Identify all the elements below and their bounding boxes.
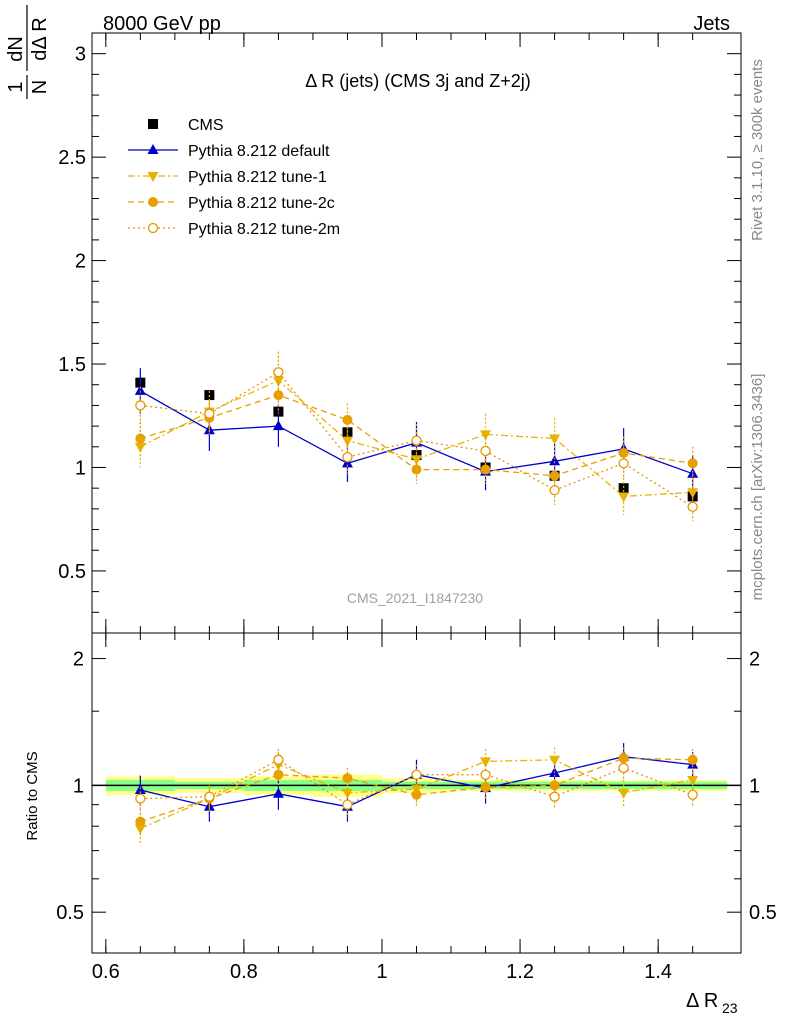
legend-label: Pythia 8.212 tune-2c	[188, 195, 335, 212]
ylabel-one: 1	[5, 81, 27, 92]
main-point	[273, 367, 284, 378]
ratio-point	[135, 793, 146, 804]
main-point	[411, 435, 422, 446]
ratio-ylabel: Ratio to CMS	[24, 751, 41, 840]
main-ytick-label: 2.5	[58, 147, 86, 169]
ratio-point	[618, 762, 629, 774]
ratio-xtick-label: 1.2	[506, 961, 534, 983]
chart-title: Δ R (jets) (CMS 3j and Z+2j)	[305, 71, 531, 91]
ratio-series-2	[135, 747, 698, 836]
ratio-point	[342, 799, 353, 810]
main-point	[687, 458, 698, 469]
main-point	[411, 464, 422, 475]
main-ytick-label: 3	[75, 44, 86, 66]
ratio-point	[549, 791, 560, 802]
ratio-point	[687, 789, 698, 800]
main-point	[342, 414, 353, 425]
ratio-point	[204, 791, 215, 802]
main-point	[687, 501, 698, 512]
main-point	[549, 485, 560, 496]
ratio-ytick-label: 2	[73, 649, 84, 671]
ratio-xtick-label: 0.6	[92, 961, 120, 983]
main-point	[549, 434, 561, 445]
ratio-series-line-2	[140, 757, 693, 823]
ylabel-dn: dN	[5, 36, 27, 62]
legend-item: Pythia 8.212 tune-2m	[128, 221, 340, 238]
ratio-point	[411, 789, 422, 800]
ratio-xtick-label: 0.8	[230, 961, 258, 983]
ratio-point	[272, 787, 284, 798]
main-point	[342, 451, 353, 463]
main-point	[618, 448, 629, 458]
main-point	[549, 455, 561, 466]
main-point	[618, 458, 629, 469]
legend-item: Pythia 8.212 tune-2c	[128, 195, 335, 212]
legend-label: Pythia 8.212 tune-2m	[188, 221, 340, 238]
ratio-point	[273, 754, 284, 765]
ratio-xtick-label: 1	[376, 961, 387, 983]
ratio-point	[411, 769, 422, 780]
main-point	[618, 483, 629, 494]
ratio-point	[342, 773, 353, 784]
ratio-point	[549, 755, 561, 766]
ratio-point	[480, 757, 492, 768]
ratio-ytick-label: 0.5	[56, 902, 84, 924]
main-point	[618, 492, 630, 503]
legend-marker	[147, 172, 159, 182]
main-point	[135, 400, 146, 411]
ratio-ytick-label: 1	[73, 775, 84, 797]
main-point	[480, 445, 491, 457]
x-axis-label-subscript: 23	[722, 1000, 738, 1016]
legend-item: CMS	[148, 117, 224, 134]
legend-label: Pythia 8.212 tune-1	[188, 169, 327, 186]
ratio-ytick-label-right: 0.5	[749, 902, 777, 924]
ylabel-n: N	[29, 80, 51, 94]
main-point	[203, 424, 215, 435]
main-point	[480, 464, 491, 475]
ratio-panel: 0.5 0.5 1 1 2 2 0.6 0.8 1 1.2 1.4	[56, 632, 777, 983]
ratio-ytick-label-right: 1	[749, 775, 760, 797]
ratio-ytick-label-right: 2	[749, 649, 760, 671]
legend-item: Pythia 8.212 default	[128, 143, 330, 160]
legend-label: Pythia 8.212 default	[188, 143, 330, 160]
ratio-point	[480, 769, 491, 780]
main-ytick-label: 1.5	[58, 354, 86, 376]
rivet-version-label: Rivet 3.1.10, ≥ 300k events	[749, 59, 766, 241]
legend: CMS Pythia 8.212 default Pythia 8.212 tune…	[128, 117, 340, 238]
legend-marker	[147, 222, 159, 234]
legend-marker	[147, 144, 159, 154]
ratio-point	[135, 816, 146, 827]
main-point	[272, 420, 284, 431]
legend-item: Pythia 8.212 tune-1	[128, 169, 327, 186]
ratio-point	[687, 775, 699, 786]
main-point	[204, 408, 215, 419]
ratio-xtick-label: 1.4	[644, 961, 672, 983]
category-label: Jets	[693, 13, 730, 35]
main-ytick-label: 2	[75, 251, 86, 273]
main-point	[273, 390, 284, 401]
ratio-point	[618, 788, 630, 799]
ratio-point	[273, 769, 284, 780]
ratio-series-3	[135, 748, 698, 818]
main-series-4	[135, 351, 698, 522]
ratio-point	[687, 754, 698, 765]
main-panel: 0.5 1 1.5 2 2.5 3	[58, 32, 742, 634]
energy-label: 8000 GeV pp	[103, 13, 221, 35]
ylabel-d-delta-r: dΔ R	[29, 17, 51, 60]
main-ytick-label: 0.5	[58, 561, 86, 583]
legend-marker	[148, 119, 158, 129]
main-ylabel: 1 N dN dΔ R 23	[5, 5, 51, 99]
analysis-id-label: CMS_2021_I1847230	[347, 590, 483, 606]
main-ytick-label: 1	[75, 457, 86, 479]
mcplots-label: mcplots.cern.ch [arXiv:1306.3436]	[749, 374, 766, 601]
legend-marker	[148, 197, 158, 207]
legend-label: CMS	[188, 117, 224, 134]
ratio-point	[480, 782, 491, 793]
main-point	[135, 433, 146, 444]
x-axis-label: Δ R	[686, 990, 718, 1012]
main-point	[134, 384, 146, 395]
ratio-series-line-3	[140, 759, 693, 806]
